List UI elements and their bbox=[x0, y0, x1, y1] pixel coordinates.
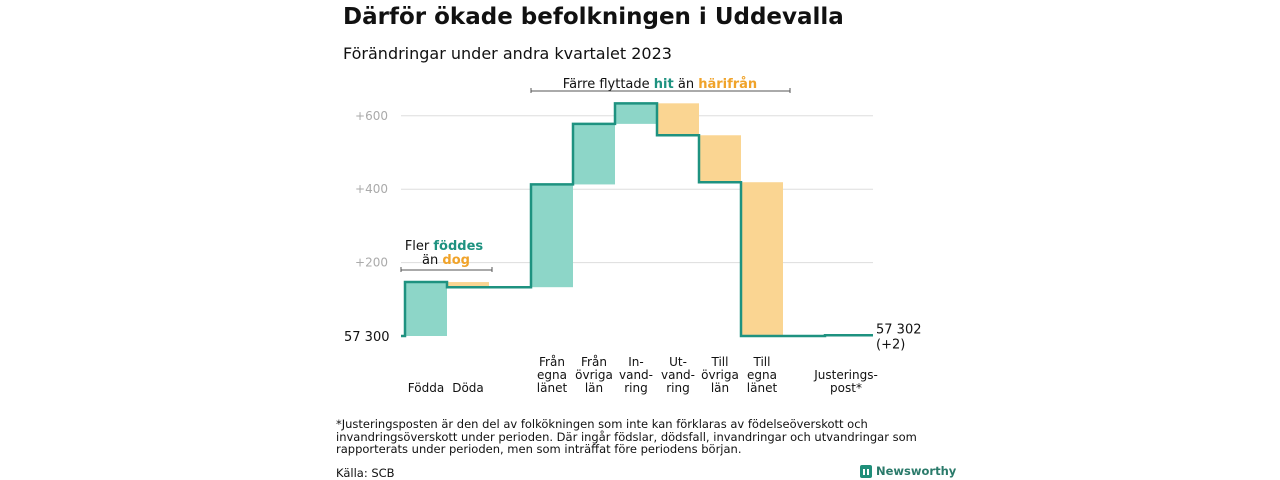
annotation-births-line1: Fler föddes bbox=[405, 239, 484, 254]
category-label-6-0: Till bbox=[711, 355, 729, 369]
category-label-4-0: In- bbox=[628, 355, 643, 369]
category-label-3-0: Från bbox=[581, 355, 607, 369]
category-label-3-1: övriga bbox=[575, 368, 613, 382]
annotation-migration-bracket bbox=[530, 88, 791, 93]
category-label-4-1: vand- bbox=[619, 368, 653, 382]
category-label-2-2: länet bbox=[537, 381, 568, 395]
category-label-3-2: län bbox=[585, 381, 603, 395]
annotation-migration: Färre flyttade hit än härifrån bbox=[563, 77, 757, 92]
category-label-2-0: Från bbox=[539, 355, 565, 369]
chart-title: Därför ökade befolkningen i Uddevalla bbox=[343, 4, 844, 30]
y-tick-label-0: +200 bbox=[355, 256, 388, 270]
cumulative-step-line bbox=[401, 102, 873, 338]
category-label-7-0: Till bbox=[753, 355, 771, 369]
end-value-label: 57 302 bbox=[876, 322, 922, 337]
category-label-7-2: länet bbox=[747, 381, 778, 395]
brand-logo: Newsworthy bbox=[860, 464, 956, 478]
category-label-2-1: egna bbox=[537, 368, 567, 382]
category-label-6-2: län bbox=[711, 381, 729, 395]
category-label-5-0: Ut- bbox=[669, 355, 687, 369]
bar-7 bbox=[741, 182, 783, 336]
bar-2 bbox=[531, 184, 573, 288]
category-label-6-1: övriga bbox=[701, 368, 739, 382]
bar-1 bbox=[447, 282, 489, 288]
footnote: *Justeringsposten är den del av folkökni… bbox=[336, 417, 917, 456]
category-label-7-1: egna bbox=[747, 368, 777, 382]
start-value-label: 57 300 bbox=[344, 330, 390, 345]
bar-0 bbox=[405, 282, 447, 336]
y-tick-label-2: +600 bbox=[355, 109, 388, 123]
y-tick-label-1: +400 bbox=[355, 182, 388, 196]
bar-6 bbox=[699, 135, 741, 183]
category-label-4-2: ring bbox=[624, 381, 648, 395]
chart-subtitle: Förändringar under andra kvartalet 2023 bbox=[343, 44, 672, 63]
newsworthy-icon bbox=[860, 464, 872, 478]
bar-4 bbox=[615, 103, 657, 124]
category-label-8-1: post* bbox=[830, 381, 862, 395]
annotation-births-bracket bbox=[400, 267, 493, 272]
bar-5 bbox=[657, 103, 699, 136]
annotation-births-line2: än dog bbox=[422, 253, 470, 268]
waterfall-chart: +200 +400 +600 57 300 57 302(+2) Födda Döda Frå… bbox=[344, 77, 922, 395]
end-change-label: (+2) bbox=[876, 337, 905, 352]
category-label-5-2: ring bbox=[666, 381, 690, 395]
bar-3 bbox=[573, 123, 615, 185]
category-label-1-0: Döda bbox=[452, 381, 484, 395]
source-label: Källa: SCB bbox=[336, 466, 395, 480]
category-label-5-1: vand- bbox=[661, 368, 695, 382]
category-label-0-0: Födda bbox=[408, 381, 444, 395]
category-label-8-0: Justerings- bbox=[813, 368, 878, 382]
brand-name: Newsworthy bbox=[876, 464, 957, 478]
